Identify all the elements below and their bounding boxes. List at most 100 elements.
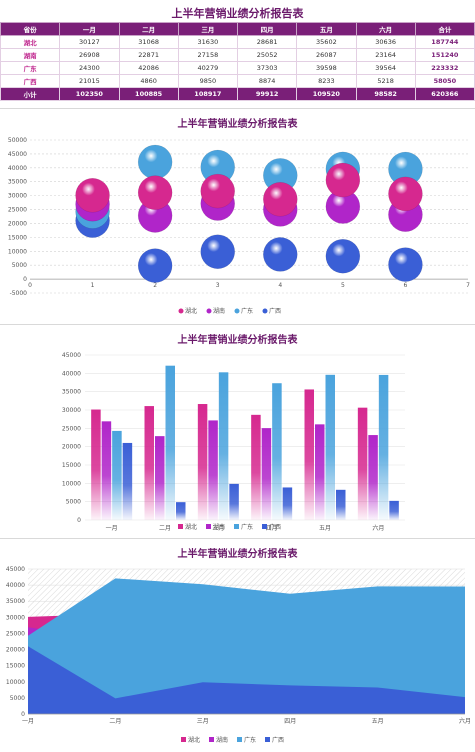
bar bbox=[368, 435, 378, 520]
table-header-cell: 省份 bbox=[0, 22, 61, 36]
y-tick-label: 45000 bbox=[62, 352, 81, 359]
bar bbox=[378, 374, 389, 520]
table-row: 广西 21015 4860 9850 8874 8233 5218 58050 bbox=[0, 74, 475, 88]
row-label-cell: 广西 bbox=[0, 74, 61, 88]
bubble-point bbox=[263, 182, 298, 217]
legend-label: 湖南 bbox=[213, 307, 225, 315]
bar bbox=[197, 404, 208, 520]
table-cell: 620366 bbox=[414, 87, 475, 101]
table-cell: 4860 bbox=[118, 74, 179, 88]
bar bbox=[389, 500, 399, 520]
y-tick-label: 25000 bbox=[62, 425, 81, 432]
table-cell: 98582 bbox=[355, 87, 416, 101]
table-header-cell: 五月 bbox=[296, 22, 357, 36]
y-tick-label: 40000 bbox=[62, 370, 81, 377]
table-cell: 9850 bbox=[177, 74, 239, 88]
bar bbox=[112, 430, 122, 520]
bar bbox=[336, 489, 346, 520]
bubble-point bbox=[75, 178, 110, 213]
legend-label: 湖南 bbox=[216, 736, 228, 744]
table-cell: 31630 bbox=[177, 35, 239, 49]
bar bbox=[144, 406, 154, 520]
row-label-cell: 湖北 bbox=[0, 35, 61, 49]
y-tick-label: 30000 bbox=[62, 407, 81, 414]
bar bbox=[272, 383, 282, 520]
legend-marker bbox=[234, 308, 240, 314]
x-tick-label: 四月 bbox=[284, 718, 296, 725]
y-tick-label: 35000 bbox=[62, 389, 81, 396]
bar bbox=[155, 436, 165, 520]
legend-label: 广西 bbox=[269, 307, 281, 315]
table-cell: 37303 bbox=[236, 61, 298, 75]
area-chart: 45000 40000 35000 30000 25000 20000 15000 10000… bbox=[6, 566, 471, 744]
bubble-point bbox=[263, 237, 298, 272]
row-label-cell: 湖南 bbox=[0, 48, 61, 62]
table-cell: 108917 bbox=[177, 87, 239, 101]
bar bbox=[91, 409, 101, 520]
bar bbox=[229, 483, 239, 520]
x-tick-label: 0 bbox=[28, 282, 32, 289]
x-tick-label: 三月 bbox=[212, 525, 224, 532]
legend-marker bbox=[209, 737, 214, 742]
bubble-point bbox=[388, 176, 423, 212]
legend-marker bbox=[206, 308, 212, 314]
y-tick-label: 25000 bbox=[6, 630, 25, 637]
table-cell: 100885 bbox=[118, 87, 179, 101]
legend-label: 湖北 bbox=[185, 307, 197, 315]
y-tick-label: 20000 bbox=[62, 444, 81, 451]
legend-label: 湖北 bbox=[188, 736, 200, 744]
area-chart-panel: 上半年营销业绩分析报告表 45000 40000 35000 30000 25000 20… bbox=[0, 538, 475, 752]
table-cell: 223332 bbox=[414, 61, 475, 75]
legend-marker bbox=[181, 737, 186, 742]
bar bbox=[101, 421, 112, 520]
table-cell: 39564 bbox=[355, 61, 416, 75]
table-row: 湖北 30127 31068 31630 28681 35602 30636 187744 bbox=[0, 35, 475, 49]
legend-marker bbox=[234, 524, 239, 529]
x-tick-label: 二月 bbox=[109, 718, 121, 725]
bar bbox=[251, 414, 261, 520]
legend-marker bbox=[178, 308, 184, 314]
legend-marker bbox=[237, 737, 242, 742]
x-tick-label: 1 bbox=[91, 282, 95, 289]
bubble-point bbox=[137, 175, 173, 210]
x-tick-label: 5 bbox=[341, 282, 345, 289]
area-series bbox=[28, 646, 465, 714]
bar bbox=[122, 442, 133, 520]
y-tick-label: 15000 bbox=[62, 462, 81, 469]
y-tick-label: 30000 bbox=[8, 193, 27, 200]
legend-label: 广东 bbox=[241, 307, 253, 315]
bar bbox=[282, 487, 293, 520]
y-tick-label: 5000 bbox=[12, 262, 27, 269]
x-tick-label: 4 bbox=[278, 282, 282, 289]
y-tick-label: 0 bbox=[21, 711, 25, 718]
table-cell: 31068 bbox=[118, 35, 179, 49]
table-row: 广东 24300 42086 40279 37303 39598 39564 223332 bbox=[0, 61, 475, 75]
legend-label: 广东 bbox=[241, 523, 253, 531]
y-tick-label: -5000 bbox=[10, 290, 28, 297]
table-subtotal-row: 小计 102350 100885 108917 99912 109520 98582 6203… bbox=[0, 87, 475, 101]
table-header-cell: 三月 bbox=[177, 22, 239, 36]
bubble-point bbox=[137, 144, 173, 180]
table-row: 湖南 26908 22871 27158 25052 26087 23164 151240 bbox=[0, 48, 475, 62]
x-tick-label: 6 bbox=[404, 282, 408, 289]
y-tick-label: 40000 bbox=[6, 582, 25, 589]
bar-chart: 45000 40000 35000 30000 25000 20000 15000 10000… bbox=[62, 352, 405, 532]
legend-marker bbox=[265, 737, 270, 742]
table-cell: 8233 bbox=[296, 74, 357, 88]
table-header-cell: 六月 bbox=[355, 22, 416, 36]
scatter-chart-panel: 上半年营销业绩分析报告表 50000 45000 40000 35000 30000 25… bbox=[0, 108, 475, 323]
bubble-point bbox=[200, 173, 235, 209]
bubble-point bbox=[200, 234, 235, 269]
y-tick-label: 5000 bbox=[66, 499, 81, 506]
table-cell: 26087 bbox=[296, 48, 357, 62]
bubble-point bbox=[388, 247, 423, 282]
legend-label: 广东 bbox=[244, 736, 256, 744]
x-tick-label: 一月 bbox=[22, 718, 34, 725]
table-header-cell: 二月 bbox=[118, 22, 179, 36]
y-tick-label: 35000 bbox=[8, 179, 27, 186]
table-header-row: 省份 一月 二月 三月 四月 五月 六月 合计 bbox=[0, 22, 475, 36]
x-tick-label: 四月 bbox=[266, 525, 278, 532]
bar bbox=[357, 407, 368, 520]
legend-marker bbox=[178, 524, 183, 529]
table-cell: 102350 bbox=[59, 87, 120, 101]
